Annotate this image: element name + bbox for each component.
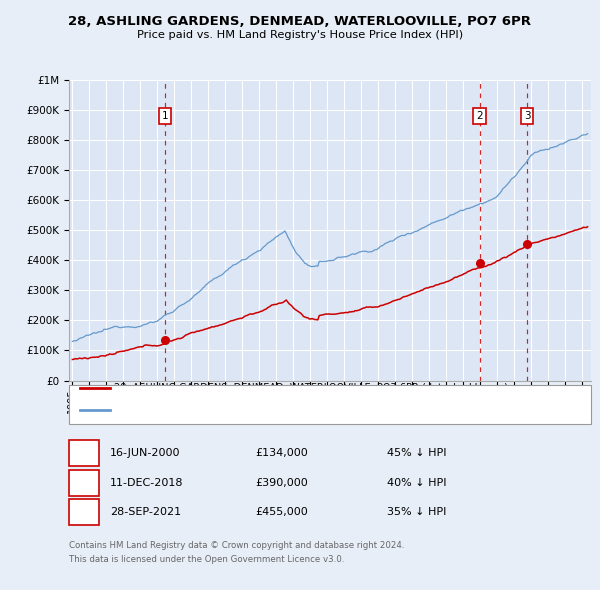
Text: £134,000: £134,000 <box>255 448 308 458</box>
Text: £390,000: £390,000 <box>255 478 308 487</box>
Text: Price paid vs. HM Land Registry's House Price Index (HPI): Price paid vs. HM Land Registry's House … <box>137 30 463 40</box>
Text: £455,000: £455,000 <box>255 507 308 517</box>
Text: 1: 1 <box>80 448 88 458</box>
Text: This data is licensed under the Open Government Licence v3.0.: This data is licensed under the Open Gov… <box>69 555 344 563</box>
Text: 3: 3 <box>80 507 88 517</box>
Text: 40% ↓ HPI: 40% ↓ HPI <box>387 478 446 487</box>
Text: 28, ASHLING GARDENS, DENMEAD, WATERLOOVILLE, PO7 6PR: 28, ASHLING GARDENS, DENMEAD, WATERLOOVI… <box>68 15 532 28</box>
Text: 35% ↓ HPI: 35% ↓ HPI <box>387 507 446 517</box>
Text: Contains HM Land Registry data © Crown copyright and database right 2024.: Contains HM Land Registry data © Crown c… <box>69 540 404 549</box>
Text: 45% ↓ HPI: 45% ↓ HPI <box>387 448 446 458</box>
Text: 16-JUN-2000: 16-JUN-2000 <box>110 448 181 458</box>
Text: 11-DEC-2018: 11-DEC-2018 <box>110 478 184 487</box>
Text: HPI: Average price, detached house, Winchester: HPI: Average price, detached house, Winc… <box>114 405 350 415</box>
Text: 28-SEP-2021: 28-SEP-2021 <box>110 507 181 517</box>
Text: 28, ASHLING GARDENS, DENMEAD, WATERLOOVILLE, PO7 6PR (detached house): 28, ASHLING GARDENS, DENMEAD, WATERLOOVI… <box>114 383 508 392</box>
Text: 2: 2 <box>476 111 483 121</box>
Text: 2: 2 <box>80 478 88 487</box>
Text: 3: 3 <box>524 111 530 121</box>
Text: 1: 1 <box>162 111 169 121</box>
